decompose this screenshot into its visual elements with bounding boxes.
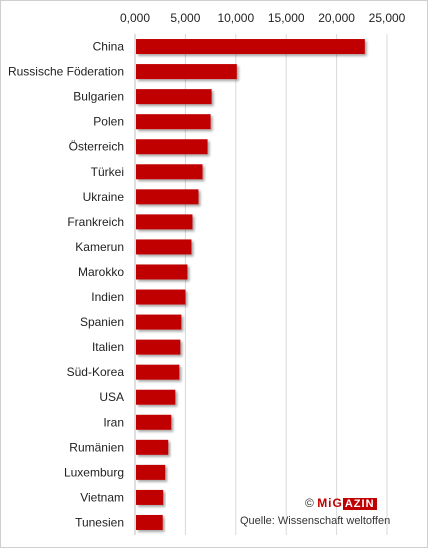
bar	[136, 164, 203, 180]
category-label: Spanien	[80, 315, 124, 329]
category-label: Russische Föderation	[8, 65, 124, 79]
brand-logo: © MiG AZIN	[305, 496, 377, 510]
category-label: Marokko	[78, 265, 124, 279]
category-label: Ukraine	[83, 190, 125, 204]
bar	[136, 39, 365, 55]
category-label: Kamerun	[75, 240, 124, 254]
logo-mig: MiG	[317, 496, 343, 510]
bar	[136, 264, 188, 280]
bar	[136, 389, 176, 405]
category-label: Österreich	[69, 140, 124, 154]
category-label: Rumänien	[69, 440, 124, 454]
category-label: China	[93, 40, 125, 54]
category-label: Türkei	[91, 165, 124, 179]
category-label: USA	[99, 390, 124, 404]
x-tick-label: 0,000	[120, 11, 150, 25]
category-label: Italien	[92, 340, 124, 354]
bar	[136, 64, 237, 80]
x-tick-label: 10,000	[217, 11, 254, 25]
bar	[136, 89, 212, 105]
bar	[136, 314, 182, 330]
category-label: Iran	[103, 415, 124, 429]
bar	[136, 364, 180, 380]
bar	[136, 139, 208, 155]
bar	[136, 489, 164, 505]
category-label: Süd-Korea	[67, 365, 125, 379]
x-tick-label: 15,000	[268, 11, 305, 25]
bar	[136, 214, 193, 230]
copyright-symbol: ©	[305, 496, 314, 510]
category-label: Indien	[91, 290, 124, 304]
category-label: Frankreich	[67, 215, 124, 229]
bar	[136, 339, 181, 355]
category-label: Tunesien	[75, 515, 124, 529]
category-label: Polen	[93, 115, 124, 129]
bar	[136, 114, 211, 130]
bar	[136, 289, 186, 305]
category-label: Luxemburg	[64, 465, 124, 479]
bar	[136, 514, 163, 530]
category-label: Bulgarien	[73, 90, 124, 104]
x-tick-label: 25,000	[369, 11, 406, 25]
category-label: Vietnam	[80, 490, 124, 504]
bar	[136, 414, 172, 430]
source-note: Quelle: Wissenschaft weltoffen	[240, 515, 391, 527]
bar	[136, 464, 166, 480]
x-tick-label: 5,000	[170, 11, 200, 25]
logo-azin: AZIN	[342, 498, 377, 510]
bar	[136, 439, 169, 455]
bar	[136, 239, 192, 255]
x-tick-label: 20,000	[318, 11, 355, 25]
bar	[136, 189, 199, 205]
